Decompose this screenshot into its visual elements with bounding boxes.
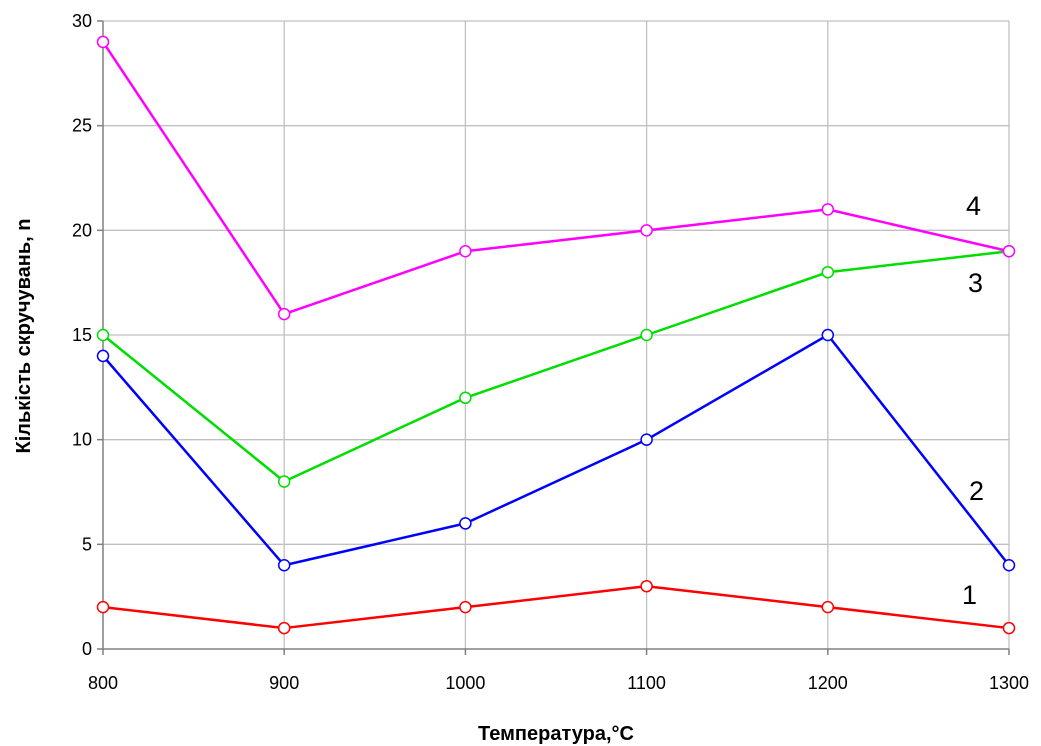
series-2-line	[102, 333, 1010, 567]
series-1-point-3	[640, 579, 653, 593]
series-1-line	[102, 584, 1010, 630]
series-2-point-3	[640, 433, 653, 446]
series-3-point-1	[277, 475, 291, 488]
series-1-label: 1	[962, 580, 977, 610]
series-2-point-5	[1002, 559, 1016, 572]
x-tick-label-5: 1300	[989, 673, 1029, 693]
series-1-point-5	[1002, 621, 1016, 635]
series-4-point-4	[821, 203, 835, 216]
series-4-point-2	[459, 245, 472, 258]
series-4-point-5	[1002, 245, 1016, 258]
y-tick-label-0: 0	[82, 639, 92, 659]
y-tick-label-5: 25	[72, 116, 92, 136]
series-4-point-1	[277, 307, 291, 321]
series-4-label: 4	[966, 191, 981, 221]
series-3-point-0	[96, 328, 110, 342]
series-2-point-0	[96, 349, 110, 363]
y-tick-label-1: 5	[82, 534, 92, 554]
y-tick-label-2: 10	[72, 430, 92, 450]
y-tick-label-3: 15	[72, 325, 92, 345]
x-tick-label-3: 1100	[627, 673, 666, 693]
series-3-label: 3	[968, 268, 983, 298]
y-tick-label-4: 20	[72, 220, 92, 240]
plot-area: 0 5 10 15 20 25 30 800 900 1000 1100 1200 1300 1 2 3 4	[72, 11, 1029, 693]
x-axis-title: Температура,°С	[478, 723, 634, 745]
series-4-line	[101, 41, 1010, 316]
series-2-label: 2	[969, 476, 984, 506]
series-4-point-3	[640, 224, 653, 237]
x-tick-label-1: 900	[269, 673, 299, 693]
series-4-point-0	[96, 35, 110, 49]
series-3-line	[102, 250, 1010, 483]
series-1-point-2	[459, 600, 472, 614]
series-2-point-2	[459, 517, 472, 530]
series-3-point-3	[640, 328, 653, 342]
x-tick-label-2: 1000	[445, 673, 485, 693]
y-tick-label-6: 30	[72, 11, 92, 31]
series-3-point-2	[459, 391, 472, 405]
series-2-point-1	[277, 559, 291, 572]
series-1-point-1	[277, 621, 291, 635]
series-1-point-0	[96, 600, 110, 614]
y-axis-title: Кількість скручувань, n	[13, 219, 35, 454]
series-1-point-4	[821, 600, 835, 614]
series-3-point-4	[821, 265, 835, 279]
x-tick-label-0: 800	[88, 673, 118, 693]
series-2-point-4	[821, 328, 835, 342]
x-tick-label-4: 1200	[808, 673, 848, 693]
